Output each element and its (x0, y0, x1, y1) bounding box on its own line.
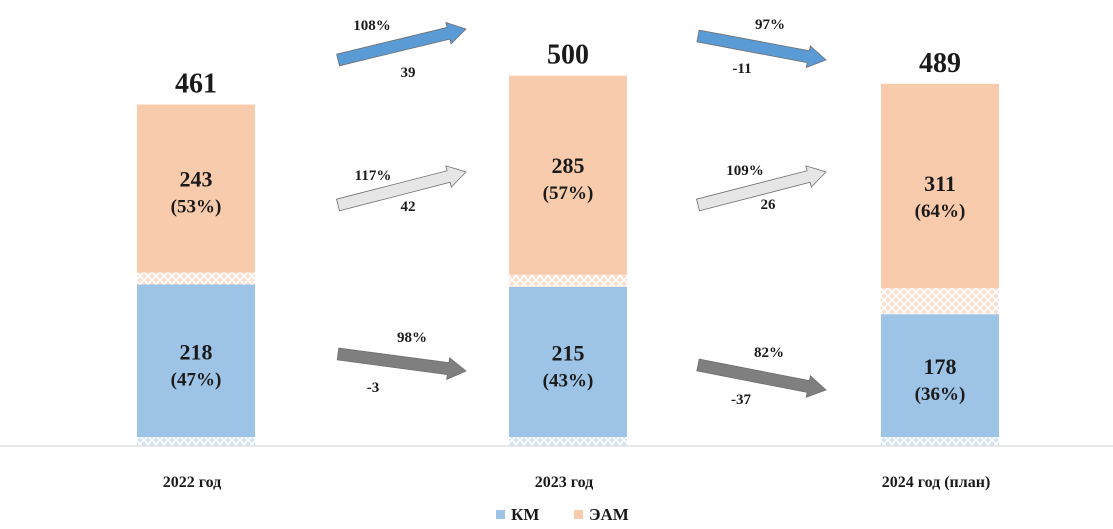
bar-km-percent-2: (43%) (543, 370, 594, 391)
change-delta-label-5: -3 (367, 380, 380, 396)
change-arrow-1 (336, 21, 467, 67)
legend-swatch-1 (496, 510, 505, 519)
change-ratio-label-1: 108% (353, 18, 391, 34)
bar-km-hatch-3 (881, 437, 999, 446)
change-delta-label-2: -11 (732, 61, 751, 77)
change-delta-label-6: -37 (731, 392, 751, 408)
change-ratio-label-2: 97% (755, 17, 785, 33)
bar-km-1 (137, 284, 255, 446)
change-arrow-5 (336, 347, 467, 381)
bar-total-3: 489 (919, 48, 961, 79)
x-tick-label-2: 2023 год (535, 474, 594, 491)
bar-km-3 (881, 314, 999, 446)
change-arrow-6 (696, 358, 827, 398)
arrows-layer (336, 21, 827, 398)
bar-km-2 (509, 286, 627, 446)
change-ratio-label-5: 98% (397, 330, 427, 346)
bar-eam-hatch-3 (881, 288, 999, 315)
change-ratio-label-6: 82% (754, 345, 784, 361)
legend: КМ ЭАМ (496, 505, 629, 524)
change-delta-label-4: 26 (761, 197, 777, 213)
bar-km-hatch-1 (137, 437, 255, 446)
change-delta-label-1: 39 (401, 65, 416, 81)
labels-layer: 218 (47%) 243 (53%) 461 2022 год 215 (43%) 285 (5… (163, 17, 991, 491)
bar-km-percent-3: (36%) (915, 384, 966, 405)
change-arrow-4 (696, 165, 827, 212)
bar-km-value-3: 178 (924, 354, 957, 379)
bar-eam-hatch-1 (137, 272, 255, 285)
change-ratio-label-4: 109% (726, 163, 764, 179)
legend-swatch-2 (574, 510, 583, 519)
bar-eam-2 (509, 75, 627, 287)
x-tick-label-3: 2024 год (план) (882, 474, 991, 491)
bars-layer (137, 75, 999, 446)
bar-km-value-2: 215 (552, 340, 585, 365)
change-arrow-3 (336, 165, 467, 212)
bar-total-2: 500 (547, 40, 589, 71)
bar-eam-value-3: 311 (924, 171, 956, 196)
bar-eam-hatch-2 (509, 274, 627, 287)
bar-eam-value-1: 243 (180, 167, 213, 192)
change-delta-label-3: 42 (401, 199, 416, 215)
change-ratio-label-3: 117% (355, 168, 392, 184)
change-arrow-2 (696, 29, 827, 69)
bar-km-percent-1: (47%) (171, 369, 222, 390)
legend-label-2: ЭАМ (589, 505, 629, 524)
bar-total-1: 461 (175, 69, 217, 100)
bar-eam-3 (881, 83, 999, 315)
bar-eam-value-2: 285 (552, 153, 585, 178)
bar-km-hatch-2 (509, 437, 627, 446)
legend-label-1: КМ (511, 505, 539, 524)
bar-eam-percent-1: (53%) (171, 197, 222, 218)
bar-eam-percent-3: (64%) (915, 201, 966, 222)
bar-eam-percent-2: (57%) (543, 183, 594, 204)
x-tick-label-1: 2022 год (163, 474, 222, 491)
bar-km-value-1: 218 (180, 339, 213, 364)
bar-eam-1 (137, 104, 255, 285)
